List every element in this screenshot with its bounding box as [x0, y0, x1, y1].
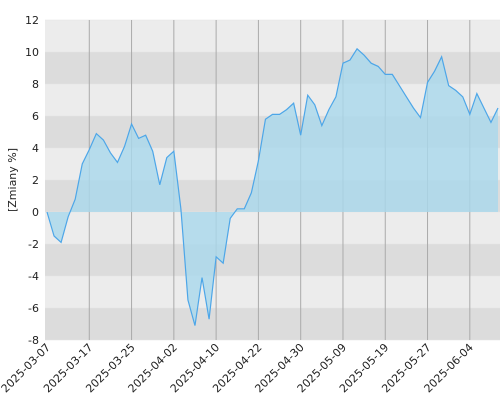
- band: [45, 212, 500, 244]
- band: [45, 276, 500, 308]
- y-tick-label: 2: [32, 174, 39, 187]
- y-tick-label: 0: [32, 206, 39, 219]
- line: [46, 47, 499, 326]
- y-tick-label: -2: [28, 238, 39, 251]
- area: [47, 48, 498, 326]
- band: [45, 308, 500, 340]
- band: [45, 244, 500, 276]
- y-tick-label: 10: [25, 46, 39, 59]
- y-tick-label: -6: [28, 302, 39, 315]
- y-tick-label: -8: [28, 334, 39, 347]
- y-tick-label: 8: [32, 78, 39, 91]
- y-axis-label: [Zmiany %]: [6, 148, 19, 212]
- y-tick-label: -4: [28, 270, 39, 283]
- band: [45, 52, 500, 84]
- y-tick-label: 6: [32, 110, 39, 123]
- y-tick-label: 12: [25, 14, 39, 27]
- band: [45, 20, 500, 52]
- y-tick-label: 4: [32, 142, 39, 155]
